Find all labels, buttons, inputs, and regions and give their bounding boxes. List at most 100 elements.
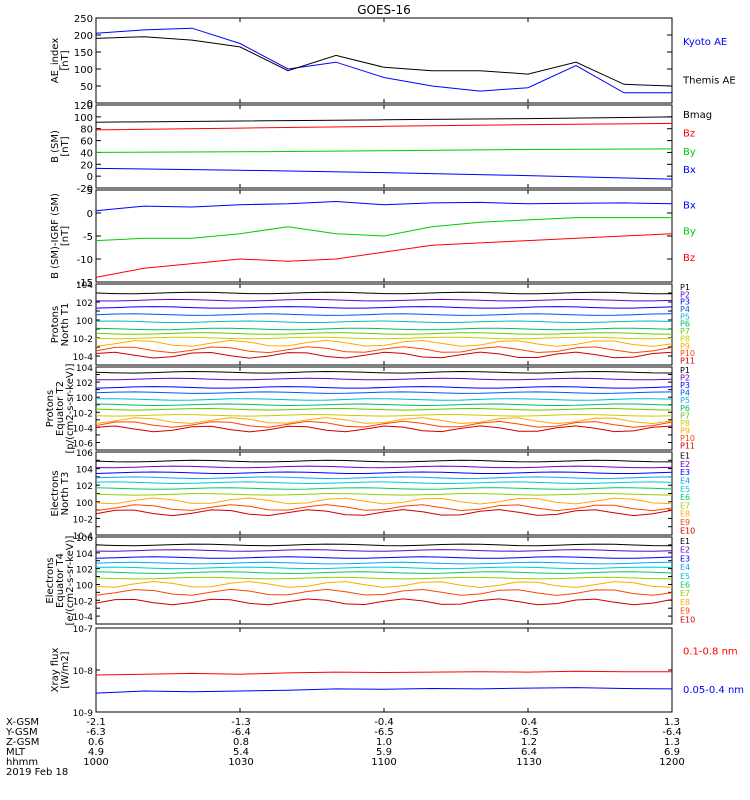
channel-label: E6: [680, 493, 690, 502]
channel-line-e2: [95, 465, 673, 469]
channel-label: E9: [680, 518, 690, 527]
channel-label: P9: [680, 426, 690, 435]
eph-z-gsm-3: 1.2: [521, 737, 537, 748]
y-tick-label: 102: [76, 566, 93, 576]
legend-label: Bmag: [683, 110, 712, 121]
y-axis-label-line: AE_index: [50, 38, 61, 84]
channel-line-e1: [95, 459, 673, 463]
panel-3: 10-4 10-2 100 102 104 Protons North T1 P1P2P3P4…: [50, 281, 695, 366]
panel-7: 10-9 10-8 10-7 Xray flux [W/m2] 0.1-0.8 nm 0.0…: [50, 625, 744, 719]
y-tick-label: 100: [76, 499, 93, 509]
channel-line-p7: [95, 332, 673, 335]
eph-x-gsm-0: -2.1: [86, 717, 106, 728]
channel-line-p9: [95, 417, 673, 425]
y-tick-label: 120: [74, 101, 93, 112]
channel-line-p2: [95, 377, 673, 381]
legend-label: By: [683, 147, 696, 158]
y-axis-label: B (SM) [nT]: [50, 130, 71, 163]
y-tick-label: 0: [87, 172, 93, 183]
y-tick-label: 60: [80, 137, 93, 148]
legend-label: 0.1-0.8 nm: [683, 647, 738, 658]
channel-line-p3: [95, 386, 673, 389]
y-axis-label-line: Protons: [45, 390, 56, 427]
channel-label: P9: [680, 342, 690, 351]
channel-line-e3: [95, 556, 673, 559]
date-label: 2019 Feb 18: [6, 767, 68, 778]
y-axis-label-line: [p/(cm2-s-sr-keV)]: [65, 363, 76, 453]
eph-label-3: MLT: [6, 747, 26, 758]
channel-line-e6: [95, 571, 673, 574]
channel-line-e3: [95, 471, 673, 474]
y-axis-label: B (SM)-IGRF (SM) [nT]: [50, 193, 71, 279]
series-line-bx: [95, 167, 673, 180]
channel-label: P8: [680, 419, 690, 428]
y-tick-label: 102: [76, 299, 93, 309]
y-axis-label-line: Equator T4: [55, 553, 66, 608]
channel-line-e10: [95, 598, 673, 606]
eph-mlt-4: 6.9: [664, 747, 680, 758]
y-tick-label: 100: [76, 394, 93, 404]
eph-y-gsm-4: -6.4: [662, 727, 682, 738]
channel-label: P2: [680, 374, 690, 383]
eph-x-gsm-4: 1.3: [664, 717, 680, 728]
eph-mlt-0: 4.9: [88, 747, 104, 758]
channel-line-p10: [95, 420, 673, 428]
y-axis-label-line: Electrons: [45, 557, 56, 603]
y-tick-label: 10-6: [73, 439, 94, 449]
y-tick-label: 102: [76, 482, 93, 492]
eph-hhmm-2: 1100: [371, 757, 396, 768]
channel-line-p6: [95, 327, 673, 331]
y-tick-label: 104: [76, 281, 93, 291]
legend-label: Bx: [683, 200, 696, 211]
legend-label: Bx: [683, 165, 696, 176]
channel-line-p4: [95, 313, 673, 316]
eph-mlt-3: 6.4: [521, 747, 537, 758]
y-tick-label: 100: [74, 113, 93, 124]
eph-x-gsm-2: -0.4: [374, 717, 394, 728]
y-tick-label: 10-4: [73, 532, 94, 542]
series-line-bz: [95, 122, 673, 131]
channel-line-e8: [95, 497, 673, 505]
eph-x-gsm-1: -1.3: [231, 717, 251, 728]
y-tick-label: 10-4: [73, 424, 94, 434]
channel-line-p9: [95, 339, 673, 347]
channel-label: E9: [680, 607, 690, 616]
channel-label: E10: [680, 526, 695, 535]
channel-line-p8: [95, 413, 673, 417]
y-tick-label: 80: [80, 125, 93, 136]
y-tick-label: -15: [77, 278, 93, 289]
series-line-0-1-0-8-nm: [95, 670, 672, 676]
y-axis-label: Protons Equator T2 [p/(cm2-s-sr-keV)]: [45, 363, 76, 453]
y-axis-label-line: B (SM): [50, 130, 61, 163]
y-tick-label: 150: [74, 48, 93, 59]
panel-2: -15 -10 -5 0 5 B (SM)-IGRF (SM) [nT] Bx By Bz: [50, 186, 696, 289]
y-tick-label: -10: [77, 255, 93, 266]
series-line-bmag: [95, 116, 673, 123]
legend-label: 0.05-0.4 nm: [683, 685, 744, 696]
y-tick-label: 100: [74, 65, 93, 76]
channel-line-e1: [95, 543, 673, 547]
plot-title: GOES-16: [357, 3, 411, 17]
eph-z-gsm-1: 0.8: [233, 737, 249, 748]
y-tick-label: 250: [74, 14, 93, 25]
eph-z-gsm-4: 1.3: [664, 737, 680, 748]
legend-label: Themis AE: [682, 76, 736, 87]
channel-line-p11: [95, 425, 673, 433]
y-axis-label-line: Electrons: [50, 470, 61, 516]
channel-line-p1: [95, 370, 673, 374]
channel-line-p10: [95, 346, 673, 354]
y-tick-label: 10-4: [73, 613, 94, 623]
y-tick-label: 104: [76, 364, 93, 374]
channel-line-p1: [95, 291, 673, 295]
legend-label: Bz: [683, 253, 695, 264]
y-tick-label: -20: [77, 184, 93, 195]
eph-y-gsm-3: -6.5: [519, 727, 539, 738]
series-line-bx: [95, 200, 673, 212]
channel-line-p2: [95, 298, 673, 302]
channel-label: P2: [680, 290, 690, 299]
channel-label: E10: [680, 615, 695, 624]
channel-label: P8: [680, 334, 690, 343]
